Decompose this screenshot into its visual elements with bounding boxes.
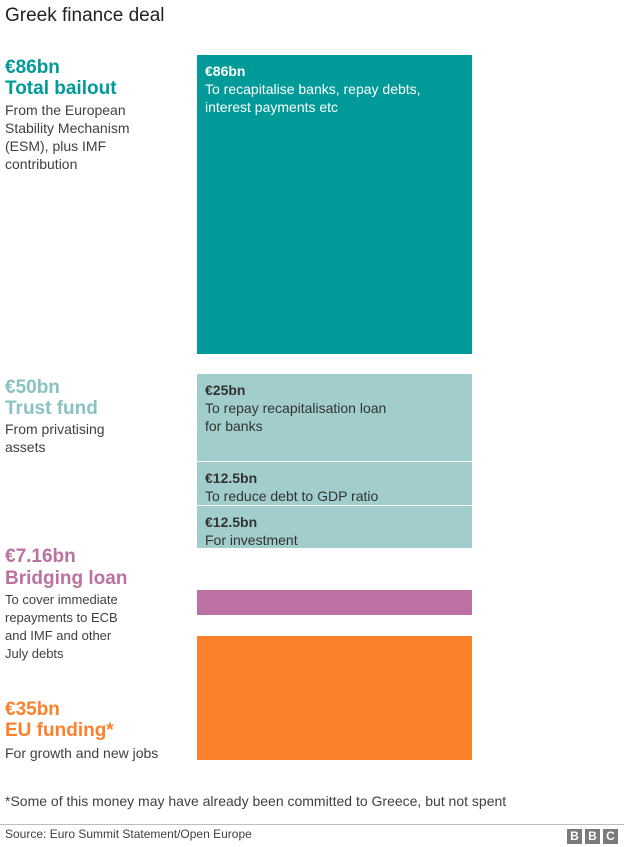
trust-divider-2 — [197, 505, 472, 506]
bailout-name: Total bailout — [5, 78, 117, 99]
bridging-amount: €7.16bn — [5, 546, 76, 567]
bridging-bar — [197, 590, 472, 615]
trust-segment-3: €12.5bn For investment — [205, 514, 298, 548]
chart-title: Greek finance deal — [5, 5, 165, 26]
footnote: *Some of this money may have already bee… — [5, 793, 507, 809]
bailout-amount: €86bn — [5, 57, 60, 78]
bailout-segment-label: To recapitalise banks, repay debts, inte… — [205, 81, 421, 115]
eu-bar — [197, 636, 472, 760]
eu-amount: €35bn — [5, 699, 60, 720]
trust-divider-1 — [197, 461, 472, 462]
bailout-bar: €86bn To recapitalise banks, repay debts… — [197, 55, 472, 354]
source-text: Source: Euro Summit Statement/Open Europ… — [5, 827, 252, 841]
bridging-name: Bridging loan — [5, 568, 128, 589]
trust-segment-2: €12.5bn To reduce debt to GDP ratio — [205, 470, 379, 504]
bailout-description: From the European Stability Mechanism (E… — [5, 102, 130, 172]
source-divider — [0, 824, 624, 825]
trust-description: From privatising assets — [5, 421, 105, 455]
trust-name: Trust fund — [5, 398, 98, 419]
bridging-description: To cover immediate repayments to ECB and… — [5, 592, 118, 661]
bailout-segment-amount: €86bn — [205, 63, 246, 79]
trust-amount: €50bn — [5, 377, 60, 398]
trust-segment-1: €25bn To repay recapitalisation loan for… — [205, 382, 387, 434]
eu-name: EU funding* — [5, 720, 114, 741]
eu-description: For growth and new jobs — [5, 745, 159, 761]
